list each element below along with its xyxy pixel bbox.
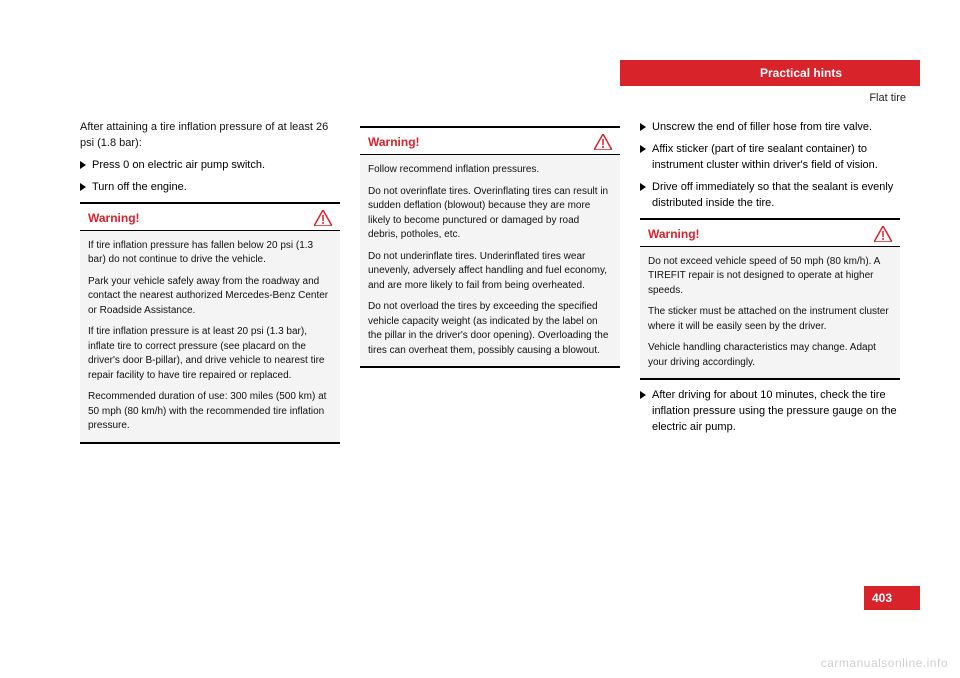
list-item: Drive off immediately so that the sealan… — [640, 180, 900, 212]
warning-text: The sticker must be attached on the inst… — [648, 305, 892, 334]
warning-box: Warning! If tire inflation pressure has … — [80, 202, 340, 444]
page-number-tab: 403 — [864, 586, 920, 610]
spacer — [640, 380, 900, 388]
list-item-text: Affix sticker (part of tire sealant cont… — [652, 142, 900, 174]
warning-label: Warning! — [88, 211, 140, 225]
col1-intro: After attaining a tire inflation pressur… — [80, 120, 340, 152]
warning-triangle-icon — [594, 134, 612, 150]
bullet-icon — [80, 161, 86, 169]
list-item-text: Turn off the engine. — [92, 180, 187, 196]
list-item: Press 0 on electric air pump switch. — [80, 158, 340, 174]
bullet-icon — [640, 145, 646, 153]
column-2: Warning! Follow recommend inflation pres… — [360, 120, 620, 368]
bullet-icon — [640, 123, 646, 131]
warning-triangle-icon — [874, 226, 892, 242]
warning-body: If tire inflation pressure has fallen be… — [80, 231, 340, 442]
warning-text: Follow recommend inflation pressures. — [368, 163, 612, 178]
list-item-text: Unscrew the end of filler hose from tire… — [652, 120, 872, 136]
watermark: carmanualsonline.info — [821, 656, 948, 670]
list-item: Turn off the engine. — [80, 180, 340, 196]
column-1: After attaining a tire inflation pressur… — [80, 120, 340, 444]
warning-text: Park your vehicle safely away from the r… — [88, 275, 332, 319]
warning-text: Do not underinflate tires. Underinflated… — [368, 250, 612, 294]
warning-text: Recommended duration of use: 300 miles (… — [88, 390, 332, 434]
list-item-text: Drive off immediately so that the sealan… — [652, 180, 900, 212]
warning-box: Warning! Do not exceed vehicle speed of … — [640, 218, 900, 381]
manual-page: Practical hints Flat tire After attainin… — [40, 40, 920, 638]
warning-box: Warning! Follow recommend inflation pres… — [360, 126, 620, 368]
list-item: Affix sticker (part of tire sealant cont… — [640, 142, 900, 174]
section-title: Practical hints — [760, 66, 842, 80]
warning-triangle-icon — [314, 210, 332, 226]
warning-body: Follow recommend inflation pressures. Do… — [360, 155, 620, 366]
warning-header: Warning! — [640, 220, 900, 247]
warning-label: Warning! — [648, 227, 700, 241]
warning-text: Do not overload the tires by exceeding t… — [368, 300, 612, 358]
warning-text: If tire inflation pressure is at least 2… — [88, 325, 332, 383]
warning-text: Do not exceed vehicle speed of 50 mph (8… — [648, 255, 892, 299]
page-number: 403 — [872, 591, 892, 605]
bullet-icon — [80, 183, 86, 191]
list-item: After driving for about 10 minutes, chec… — [640, 388, 900, 436]
warning-text: Do not overinflate tires. Overinflating … — [368, 185, 612, 243]
warning-header: Warning! — [80, 204, 340, 231]
section-header: Practical hints — [620, 60, 920, 86]
list-item-text: After driving for about 10 minutes, chec… — [652, 388, 900, 436]
warning-label: Warning! — [368, 135, 420, 149]
list-item-text: Press 0 on electric air pump switch. — [92, 158, 265, 174]
bullet-icon — [640, 183, 646, 191]
section-subtitle: Flat tire — [869, 92, 906, 104]
warning-header: Warning! — [360, 128, 620, 155]
column-3: Unscrew the end of filler hose from tire… — [640, 120, 900, 442]
warning-text: If tire inflation pressure has fallen be… — [88, 239, 332, 268]
warning-text: Vehicle handling characteristics may cha… — [648, 341, 892, 370]
warning-body: Do not exceed vehicle speed of 50 mph (8… — [640, 247, 900, 379]
list-item: Unscrew the end of filler hose from tire… — [640, 120, 900, 136]
bullet-icon — [640, 391, 646, 399]
